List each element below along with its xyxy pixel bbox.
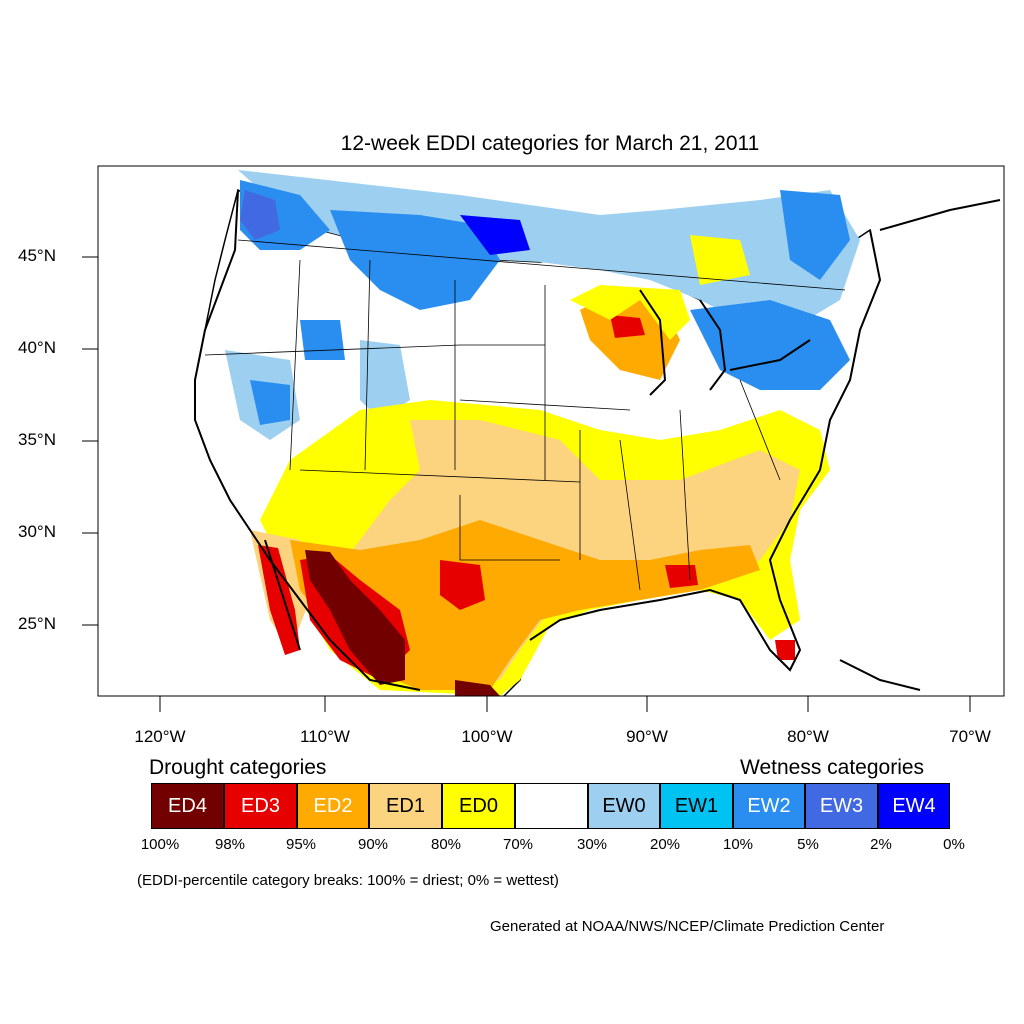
state-borders xyxy=(204,239,846,591)
legend-ed0-label: ED0 xyxy=(459,794,498,817)
coastlines xyxy=(194,189,1001,691)
break-label: 30% xyxy=(576,836,608,853)
dry-ed3-tx xyxy=(440,560,485,610)
legend-ew4: EW4 xyxy=(878,783,950,829)
lat-label-45: 45°N xyxy=(18,246,56,265)
dry-ed3-fl xyxy=(775,640,795,660)
legend-ed3: ED3 xyxy=(224,783,297,829)
dry-ed4 xyxy=(305,550,405,685)
legend-ed3-label: ED3 xyxy=(241,794,280,817)
dry-ed0-north xyxy=(690,235,750,285)
wet-nplains-dark xyxy=(460,215,530,255)
dry-ed4-mx xyxy=(455,680,500,696)
break-label: 0% xyxy=(943,836,965,853)
lat-label-40: 40°N xyxy=(18,338,56,357)
lon-label-70: 70°W xyxy=(949,727,991,746)
legend-ew3-label: EW3 xyxy=(819,794,864,817)
legend-ew1: EW1 xyxy=(660,783,733,829)
legend-ew3: EW3 xyxy=(805,783,878,829)
legend-ed1-label: ED1 xyxy=(386,794,425,817)
category-note: (EDDI-percentile category breaks: 100% =… xyxy=(137,872,559,889)
break-label: 2% xyxy=(870,836,892,853)
wet-rockies xyxy=(360,340,410,420)
lon-label-100: 100°W xyxy=(461,727,513,746)
legend-ew2: EW2 xyxy=(733,783,805,829)
dry-ed3-ms xyxy=(665,565,698,588)
legend-ed2: ED2 xyxy=(297,783,369,829)
dry-ed3-baja xyxy=(258,545,300,655)
break-label: 80% xyxy=(430,836,462,853)
dry-ed3-mi xyxy=(610,315,645,338)
legend-ew1-label: EW1 xyxy=(674,794,719,817)
legend-ed4-label: ED4 xyxy=(168,794,207,817)
lat-label-35: 35°N xyxy=(18,430,56,449)
wet-west-med xyxy=(250,380,290,425)
break-label: 90% xyxy=(357,836,389,853)
wet-nw-dark xyxy=(240,190,280,240)
lat-label-25: 25°N xyxy=(18,614,56,633)
break-label: 95% xyxy=(285,836,317,853)
legend-ed0: ED0 xyxy=(442,783,515,829)
break-label: 5% xyxy=(797,836,819,853)
wet-great-lakes xyxy=(690,300,850,390)
wet-north-light xyxy=(238,170,860,330)
legend-ed1: ED1 xyxy=(369,783,442,829)
break-label: 70% xyxy=(502,836,534,853)
legend-neutral xyxy=(515,783,588,829)
lat-label-30: 30°N xyxy=(18,522,56,541)
break-label: 100% xyxy=(140,836,180,853)
lon-label-110: 110°W xyxy=(300,727,350,746)
lon-label-90: 90°W xyxy=(626,727,668,746)
legend-ew4-label: EW4 xyxy=(892,794,936,817)
break-label: 98% xyxy=(214,836,246,853)
map-title: 12-week EDDI categories for March 21, 20… xyxy=(340,132,760,155)
legend-ew0: EW0 xyxy=(588,783,660,829)
wet-midwest xyxy=(300,320,345,360)
lon-label-120: 120°W xyxy=(134,727,186,746)
credit-text: Generated at NOAA/NWS/NCEP/Climate Predi… xyxy=(490,918,885,935)
lon-ticks xyxy=(159,696,971,712)
lon-label-80: 80°W xyxy=(787,727,829,746)
wet-nplains xyxy=(330,210,500,310)
wet-ne-canada xyxy=(780,190,850,280)
legend-ew0-label: EW0 xyxy=(602,794,646,817)
legend-ew2-label: EW2 xyxy=(747,794,791,817)
legend-ed4: ED4 xyxy=(151,783,224,829)
lat-ticks xyxy=(82,256,98,626)
wetness-heading: Wetness categories xyxy=(740,756,925,779)
break-label: 10% xyxy=(722,836,754,853)
break-label: 20% xyxy=(649,836,681,853)
map-frame xyxy=(97,165,1005,697)
legend-ed2-label: ED2 xyxy=(313,794,353,817)
drought-heading: Drought categories xyxy=(149,756,327,779)
